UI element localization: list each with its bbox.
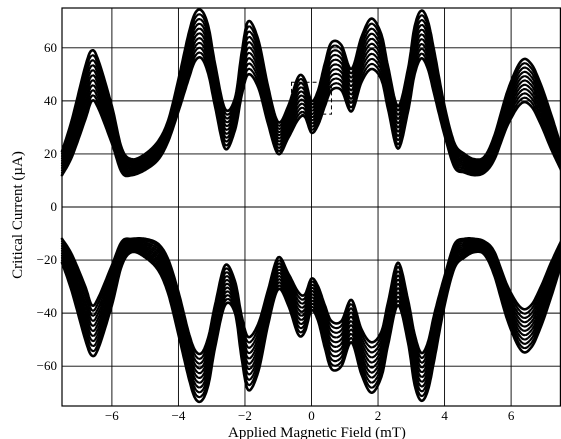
- band-line-negative: [60, 250, 561, 404]
- band-line-negative: [60, 249, 561, 399]
- zoom-region-box: [291, 81, 332, 115]
- data-bands: [60, 8, 561, 404]
- y-tick-label: 40: [44, 93, 57, 108]
- y-tick-labels: −60 −40 −20 0 20 40 60: [37, 40, 57, 373]
- band-line-negative: [60, 244, 561, 379]
- grid-lines: [62, 8, 561, 406]
- x-tick-label: 2: [375, 408, 382, 423]
- annotations: [291, 81, 332, 115]
- x-axis-label: Applied Magnetic Field (mT): [228, 425, 406, 439]
- x-tick-label: −6: [105, 408, 119, 423]
- band-line-negative: [60, 245, 561, 384]
- band-line-positive: [60, 46, 561, 174]
- y-tick-label: −20: [37, 252, 57, 267]
- y-tick-label: 0: [51, 199, 58, 214]
- band-positive: [60, 8, 561, 178]
- band-line-negative: [60, 240, 561, 365]
- band-line-positive: [60, 22, 561, 166]
- x-tick-label: 6: [508, 408, 515, 423]
- y-tick-label: 60: [44, 40, 57, 55]
- y-tick-label: −40: [37, 305, 57, 320]
- band-line-negative: [60, 248, 561, 394]
- band-line-negative: [60, 238, 561, 360]
- y-tick-label: −60: [37, 358, 57, 373]
- y-axis-label: Critical Current (µA): [10, 151, 26, 279]
- band-line-negative: [60, 241, 561, 370]
- x-tick-label: −4: [172, 408, 186, 423]
- band-line-positive: [60, 56, 561, 178]
- plot-frame: [61, 7, 561, 407]
- band-negative: [60, 237, 561, 404]
- band-line-negative: [60, 237, 561, 356]
- band-line-negative: [60, 246, 561, 389]
- x-tick-label: 0: [308, 408, 315, 423]
- x-tick-label: 4: [441, 408, 448, 423]
- x-tick-labels: −6 −4 −2 0 2 4 6: [105, 408, 515, 423]
- x-tick-label: −2: [238, 408, 252, 423]
- y-tick-label: 20: [44, 146, 57, 161]
- band-line-positive: [60, 41, 561, 172]
- band-line-negative: [60, 242, 561, 375]
